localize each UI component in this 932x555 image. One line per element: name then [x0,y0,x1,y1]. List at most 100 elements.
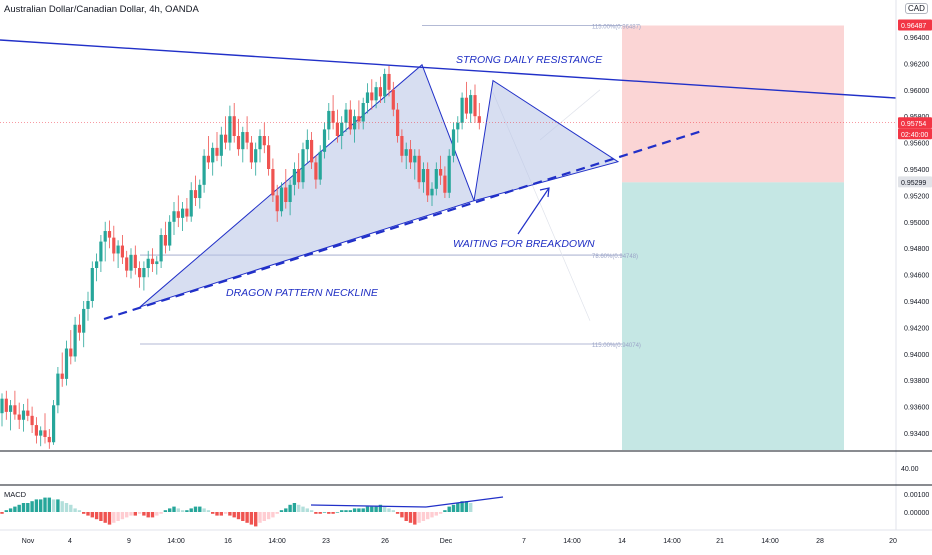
candle-body [447,155,451,193]
macd-bar [395,512,400,514]
candle-body [387,73,391,90]
macd-bar [120,512,125,520]
candle-body [421,169,425,183]
candle [357,100,361,130]
candle-body [301,149,305,183]
annotation-waiting: WAITING FOR BREAKDOWN [453,238,595,250]
annotation-neckline: DRAGON PATTERN NECKLINE [226,287,379,299]
macd-bar [172,506,176,512]
candle-body [383,73,387,97]
candle [387,66,391,97]
candle [305,129,309,163]
candle-body [206,155,210,163]
candle [374,81,378,109]
candle [318,145,322,185]
x-tick-label: 21 [716,538,724,545]
currency-label[interactable]: CAD [905,3,928,14]
macd-bar [51,499,56,512]
candle [331,95,335,130]
x-tick-label: 26 [381,538,389,545]
macd-bar [116,512,120,521]
candle-body [198,184,202,199]
candle [404,142,408,169]
candle [125,250,129,278]
macd-bar [288,504,292,512]
candles-group [0,66,481,449]
macd-bar [8,508,13,512]
macd-tick-label: 0.00100 [904,492,929,499]
candle [477,103,481,130]
macd-bar [86,512,90,516]
macd-bar [69,504,73,512]
candle [103,221,107,262]
macd-bar [322,512,327,513]
y-tick-label: 0.95400 [904,167,929,174]
candle [370,79,374,110]
candle [30,406,34,433]
candle [288,179,292,216]
candle [90,261,94,308]
macd-bar [417,512,421,523]
candle [142,261,146,291]
candle-body [125,257,129,271]
macd-bar [378,504,383,512]
y-tick-label: 0.96400 [904,35,929,42]
macd-histogram [0,497,473,527]
candle [443,166,447,199]
candle [13,390,17,420]
macd-bar [374,506,378,512]
candle-body [60,373,64,379]
candle [391,81,395,117]
candle-body [116,245,120,254]
candle [168,215,172,251]
candle-body [34,425,38,436]
candle-body [43,430,47,437]
macd-bar [451,504,456,512]
y-tick-label: 0.94800 [904,246,929,253]
candle [129,248,133,279]
candle [219,126,223,167]
macd-bar [112,512,116,523]
candle [279,182,284,217]
x-tick-label: 14:00 [563,538,581,545]
annotation-resistance: STRONG DAILY RESISTANCE [456,54,603,66]
x-tick-label: 28 [816,538,824,545]
macd-bar [318,512,322,514]
candle [189,182,193,222]
candle [245,116,249,150]
x-tick-label: 9 [127,538,131,545]
candle [198,179,202,209]
macd-bar [60,501,64,512]
macd-bar [90,512,94,518]
macd-bar [456,503,460,512]
macd-bar [426,512,430,520]
candle-body [426,169,430,196]
macd-bar [159,512,163,514]
candle [9,400,13,431]
macd-bar [292,503,297,512]
candle [451,122,456,163]
candle-body [331,110,335,123]
macd-bar [404,512,408,521]
candle [275,184,279,222]
candle [0,393,4,427]
candle [52,400,56,445]
candle-body [275,195,279,212]
candle-body [64,348,69,379]
x-tick-label: 20 [889,538,897,545]
candle [146,250,150,278]
candle-body [95,261,99,268]
macd-bar [236,512,241,520]
candle [310,132,314,169]
candle-body [138,268,142,278]
macd-bar [249,512,254,525]
candle-body [400,136,404,156]
macd-bar [155,512,159,516]
macd-bar [168,508,172,512]
candle-body [477,116,481,123]
candle [254,142,258,176]
fib-label: 115.00%(0.94074) [592,343,641,349]
candle [39,426,43,447]
